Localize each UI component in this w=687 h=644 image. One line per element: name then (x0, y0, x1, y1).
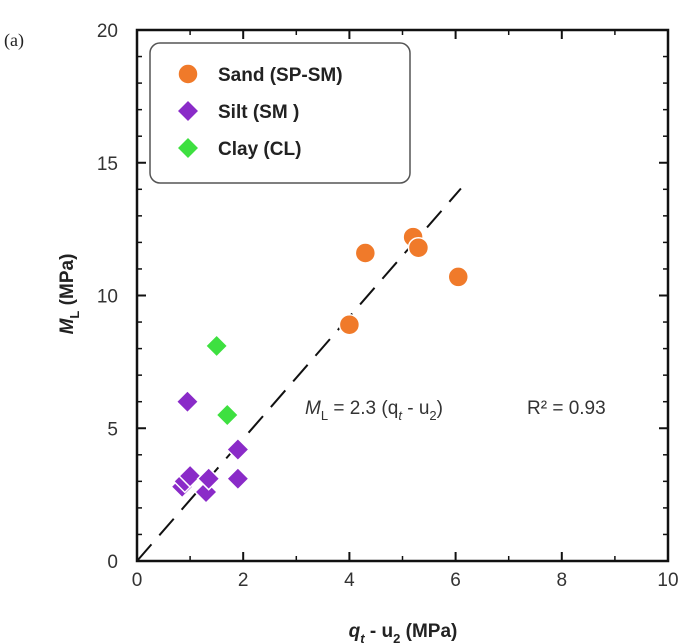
series-2-point (206, 335, 228, 357)
panel-label: (a) (4, 30, 24, 51)
x-tick-label: 2 (238, 570, 249, 591)
legend-label-2: Clay (CL) (218, 139, 301, 160)
y-tick-label: 5 (107, 419, 118, 440)
x-tick-label: 6 (450, 570, 461, 591)
series-2-point (216, 404, 238, 426)
x-title-mid: - u (365, 621, 394, 642)
x-title-q: q (349, 621, 361, 642)
y-tick-label: 10 (97, 287, 118, 308)
series-1-point (227, 438, 249, 460)
series-0-point (355, 243, 375, 263)
y-axis-title: ML (MPa) (57, 254, 82, 335)
series-0-point (448, 267, 468, 287)
eq-sub2: 2 (429, 408, 436, 423)
y-title-sub: L (67, 311, 82, 319)
x-axis-title: qt - u2 (MPa) (349, 621, 458, 644)
eq-part-a: = 2.3 (q (328, 398, 398, 419)
legend-label-1: Silt (SM ) (218, 102, 299, 123)
y-tick-label: 0 (107, 552, 118, 573)
series-1-point (176, 391, 198, 413)
x-tick-label: 0 (132, 570, 143, 591)
eq-part-b: - u (402, 398, 429, 419)
x-tick-label: 4 (344, 570, 355, 591)
y-title-unit: (MPa) (57, 254, 78, 311)
legend-marker-0 (178, 64, 198, 84)
series-1-point (227, 468, 249, 490)
r-squared: R² = 0.93 (527, 398, 606, 419)
x-tick-label: 8 (557, 570, 568, 591)
x-title-sub2: 2 (393, 631, 400, 644)
y-title-m: M (57, 317, 78, 334)
eq-lhs-sub: L (321, 408, 328, 423)
x-title-unit: (MPa) (400, 621, 457, 642)
data-points (171, 227, 468, 503)
series-0-point (339, 315, 359, 335)
y-tick-label: 15 (97, 154, 118, 175)
legend-label-0: Sand (SP-SM) (218, 65, 343, 86)
eq-part-c: ) (437, 398, 443, 419)
x-tick-label: 10 (657, 570, 678, 591)
fit-equation: ML = 2.3 (qt - u2) (305, 398, 443, 423)
legend: Sand (SP-SM) Silt (SM ) Clay (CL) (150, 43, 410, 183)
series-0-point (408, 238, 428, 258)
eq-lhs: M (305, 398, 321, 419)
y-tick-label: 20 (97, 21, 118, 42)
